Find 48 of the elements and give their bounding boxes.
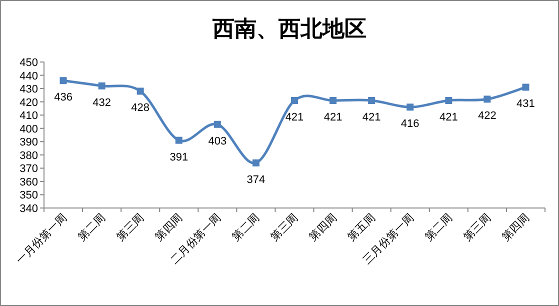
data-label: 428 [131,102,150,114]
point [214,120,221,128]
data-label: 391 [170,151,188,164]
data-label: 374 [246,174,266,186]
point [406,104,414,111]
x-tick-label: 第四周 [307,212,340,244]
y-tick-label: 400 [20,123,38,136]
data-label: 432 [92,96,111,109]
x-tick-label: 第三周 [114,212,146,244]
chart-title: 西南、西北地区 [212,16,366,41]
point [522,84,530,91]
data-label: 421 [362,111,381,124]
data-label: 436 [54,92,72,104]
data-label: 421 [439,111,458,124]
y-tick-label: 390 [20,136,38,149]
data-label: 421 [324,111,342,124]
y-tick-label: 410 [20,110,38,122]
y-tick-label: 380 [20,150,38,162]
point [484,96,491,103]
y-tick-label: 450 [20,57,38,69]
x-tick-label: 第二周 [230,212,262,244]
x-tick-label: 第三周 [461,212,494,244]
data-label: 403 [208,135,227,148]
point [445,96,452,104]
point [291,96,298,104]
y-tick-label: 350 [20,190,38,202]
point [330,96,337,104]
y-tick-label: 360 [20,176,38,188]
point [60,77,67,84]
y-tick-label: 420 [20,96,38,109]
x-tick-label: 第三周 [268,212,301,244]
y-tick-label: 430 [20,84,38,96]
point [252,159,260,166]
y-tick-label: 440 [20,70,38,82]
x-tick-label: 第四周 [153,212,186,244]
data-label: 416 [400,118,420,130]
point [98,82,106,90]
data-label: 422 [478,110,496,122]
data-label: 431 [516,98,535,110]
point [136,88,144,95]
point [175,136,182,144]
x-tick-label: 第四周 [500,212,532,244]
y-tick-label: 370 [20,163,38,176]
data-label: 421 [285,111,304,124]
x-tick-label: 第二周 [422,212,455,244]
x-tick-label: 第二周 [76,212,108,244]
x-tick-label: 第五周 [346,212,378,244]
point [368,96,376,104]
